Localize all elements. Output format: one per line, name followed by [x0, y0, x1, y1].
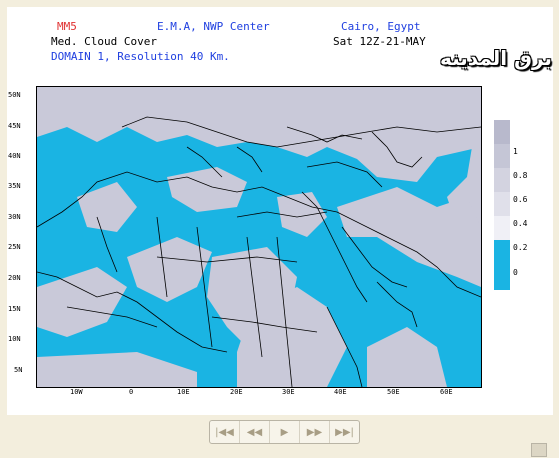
first-frame-button[interactable]: |◀◀	[210, 421, 240, 443]
lon-label: 30E	[282, 388, 295, 396]
lat-label: 20N	[8, 274, 21, 282]
colorbar-swatch	[494, 168, 510, 192]
colorbar-label: 0.2	[513, 243, 528, 252]
field-name: Med. Cloud Cover	[51, 35, 157, 48]
cloud-cover-shading	[37, 87, 481, 387]
colorbar-swatch	[494, 120, 510, 144]
lon-label: 40E	[334, 388, 347, 396]
lat-label: 50N	[8, 91, 21, 99]
lat-label: 40N	[8, 152, 21, 160]
coastlines	[37, 116, 481, 387]
lat-label: 30N	[8, 213, 21, 221]
colorbar-label: 0.6	[513, 195, 528, 204]
last-frame-button[interactable]: ▶▶|	[330, 421, 359, 443]
watermark-logo: برق المدينه	[440, 46, 552, 70]
colorbar-swatch	[494, 192, 510, 216]
colorbar	[494, 120, 510, 290]
colorbar-swatch	[494, 216, 510, 240]
colorbar-swatch	[494, 144, 510, 168]
domain-info: DOMAIN 1, Resolution 40 Km.	[51, 50, 230, 63]
lon-label: 10E	[177, 388, 190, 396]
lon-label: 20E	[230, 388, 243, 396]
animation-controls: |◀◀ ◀◀ ▶ ▶▶ ▶▶|	[209, 420, 360, 444]
lon-label: 0	[129, 388, 134, 396]
skip-forward-icon: ▶▶|	[335, 426, 354, 438]
lat-label: 15N	[8, 305, 21, 313]
cloud-cover-map	[36, 86, 482, 388]
lon-label: 60E	[440, 388, 453, 396]
valid-time: Sat 12Z-21-MAY	[333, 35, 426, 48]
rewind-icon: ◀◀	[246, 426, 263, 438]
previous-frame-button[interactable]: ◀◀	[240, 421, 270, 443]
corner-button[interactable]	[531, 443, 547, 457]
lat-label: 35N	[8, 182, 21, 190]
lat-label: 25N	[8, 243, 21, 251]
fast-forward-icon: ▶▶	[306, 426, 323, 438]
map-graphic	[37, 87, 481, 387]
play-button[interactable]: ▶	[270, 421, 300, 443]
center-name: E.M.A, NWP Center	[157, 20, 270, 33]
skip-back-icon: |◀◀	[215, 426, 234, 438]
lon-label: 10W	[70, 388, 83, 396]
lat-label: 45N	[8, 122, 21, 130]
colorbar-swatch	[494, 240, 510, 290]
location: Cairo, Egypt	[341, 20, 421, 33]
colorbar-label: 0.8	[513, 171, 528, 180]
model-name: MM5	[57, 20, 77, 33]
lon-label: 50E	[387, 388, 400, 396]
play-icon: ▶	[280, 426, 289, 438]
lat-label: 10N	[8, 335, 21, 343]
colorbar-label: 0	[513, 268, 518, 277]
lat-label: 5N	[14, 366, 23, 374]
colorbar-label: 0.4	[513, 219, 528, 228]
colorbar-label: 1	[513, 147, 518, 156]
next-frame-button[interactable]: ▶▶	[300, 421, 330, 443]
